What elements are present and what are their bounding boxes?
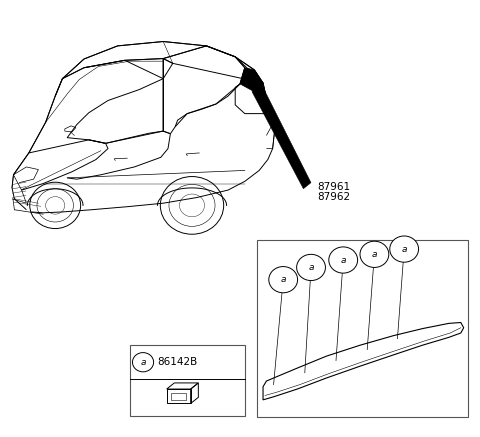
Text: a: a [401,245,407,253]
Circle shape [390,236,419,262]
Text: a: a [140,358,146,367]
Text: a: a [280,275,286,284]
Circle shape [269,267,298,293]
Polygon shape [240,68,266,98]
Text: 87962: 87962 [317,192,350,201]
Circle shape [297,254,325,281]
Text: a: a [308,263,314,272]
Circle shape [329,247,358,273]
Text: a: a [340,256,346,264]
Text: 86142B: 86142B [157,357,198,367]
Circle shape [132,353,154,372]
Text: 87961: 87961 [317,182,350,192]
Text: a: a [372,250,377,259]
Polygon shape [252,83,311,189]
Circle shape [360,241,389,267]
